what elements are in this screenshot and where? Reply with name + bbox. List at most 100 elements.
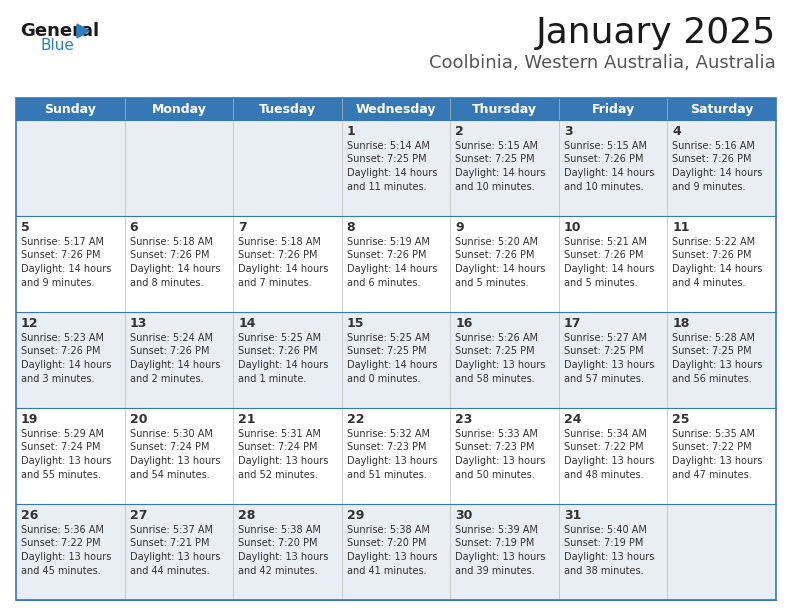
Bar	[341, 408, 451, 504]
Text: Sunset: 7:25 PM: Sunset: 7:25 PM	[455, 346, 535, 357]
Text: Sunrise: 5:27 AM: Sunrise: 5:27 AM	[564, 333, 647, 343]
Text: Sunrise: 5:25 AM: Sunrise: 5:25 AM	[238, 333, 322, 343]
Text: Daylight: 13 hours: Daylight: 13 hours	[672, 360, 763, 370]
Text: Sunset: 7:25 PM: Sunset: 7:25 PM	[564, 346, 643, 357]
Text: and 9 minutes.: and 9 minutes.	[672, 182, 746, 192]
Bar	[341, 120, 451, 216]
Text: Daylight: 13 hours: Daylight: 13 hours	[238, 456, 329, 466]
Text: Daylight: 13 hours: Daylight: 13 hours	[564, 360, 654, 370]
Text: Sunrise: 5:35 AM: Sunrise: 5:35 AM	[672, 429, 756, 439]
Text: Daylight: 14 hours: Daylight: 14 hours	[347, 264, 437, 274]
Text: 25: 25	[672, 413, 690, 426]
Text: and 50 minutes.: and 50 minutes.	[455, 469, 535, 479]
Text: and 41 minutes.: and 41 minutes.	[347, 565, 426, 575]
Text: Sunrise: 5:18 AM: Sunrise: 5:18 AM	[130, 237, 212, 247]
Text: 1: 1	[347, 125, 356, 138]
Text: Daylight: 13 hours: Daylight: 13 hours	[455, 360, 546, 370]
Text: Sunrise: 5:19 AM: Sunrise: 5:19 AM	[347, 237, 429, 247]
Text: Sunrise: 5:16 AM: Sunrise: 5:16 AM	[672, 141, 756, 151]
Text: Daylight: 13 hours: Daylight: 13 hours	[564, 552, 654, 562]
Text: Sunset: 7:25 PM: Sunset: 7:25 PM	[347, 346, 426, 357]
Text: Sunset: 7:26 PM: Sunset: 7:26 PM	[455, 250, 535, 261]
Text: Sunrise: 5:26 AM: Sunrise: 5:26 AM	[455, 333, 539, 343]
Text: Daylight: 14 hours: Daylight: 14 hours	[238, 264, 329, 274]
Text: Friday: Friday	[592, 102, 634, 116]
Text: Daylight: 13 hours: Daylight: 13 hours	[21, 456, 112, 466]
Bar	[124, 504, 233, 600]
Text: 4: 4	[672, 125, 681, 138]
Text: Tuesday: Tuesday	[259, 102, 316, 116]
Text: Sunset: 7:24 PM: Sunset: 7:24 PM	[130, 442, 209, 452]
Text: 16: 16	[455, 317, 473, 330]
Text: Sunset: 7:23 PM: Sunset: 7:23 PM	[455, 442, 535, 452]
Text: Sunset: 7:26 PM: Sunset: 7:26 PM	[564, 250, 643, 261]
Text: Daylight: 14 hours: Daylight: 14 hours	[455, 264, 546, 274]
Text: Sunday: Sunday	[44, 102, 96, 116]
Bar	[559, 98, 668, 120]
Text: and 42 minutes.: and 42 minutes.	[238, 565, 318, 575]
Bar	[451, 504, 559, 600]
Bar	[341, 98, 451, 120]
Text: 23: 23	[455, 413, 473, 426]
Text: Sunset: 7:26 PM: Sunset: 7:26 PM	[238, 346, 318, 357]
Text: Monday: Monday	[151, 102, 206, 116]
Text: Sunset: 7:26 PM: Sunset: 7:26 PM	[672, 250, 752, 261]
Text: Sunrise: 5:38 AM: Sunrise: 5:38 AM	[347, 525, 429, 535]
Text: Sunrise: 5:14 AM: Sunrise: 5:14 AM	[347, 141, 429, 151]
Text: Sunrise: 5:29 AM: Sunrise: 5:29 AM	[21, 429, 104, 439]
Text: Sunrise: 5:15 AM: Sunrise: 5:15 AM	[564, 141, 647, 151]
Text: Wednesday: Wednesday	[356, 102, 436, 116]
Text: Daylight: 14 hours: Daylight: 14 hours	[672, 264, 763, 274]
Bar	[233, 120, 341, 216]
Text: 31: 31	[564, 509, 581, 522]
Text: Sunrise: 5:31 AM: Sunrise: 5:31 AM	[238, 429, 321, 439]
Text: Coolbinia, Western Australia, Australia: Coolbinia, Western Australia, Australia	[429, 54, 776, 72]
Bar	[124, 312, 233, 408]
Bar	[559, 312, 668, 408]
Text: Sunrise: 5:24 AM: Sunrise: 5:24 AM	[130, 333, 212, 343]
Text: Sunrise: 5:39 AM: Sunrise: 5:39 AM	[455, 525, 538, 535]
Bar	[668, 216, 776, 312]
Bar	[451, 120, 559, 216]
Bar	[16, 98, 776, 600]
Text: Daylight: 13 hours: Daylight: 13 hours	[130, 552, 220, 562]
Text: and 10 minutes.: and 10 minutes.	[455, 182, 535, 192]
Text: Sunrise: 5:21 AM: Sunrise: 5:21 AM	[564, 237, 647, 247]
Text: January 2025: January 2025	[535, 16, 776, 50]
Text: Sunrise: 5:28 AM: Sunrise: 5:28 AM	[672, 333, 756, 343]
Bar	[451, 408, 559, 504]
Text: Daylight: 13 hours: Daylight: 13 hours	[672, 456, 763, 466]
Text: and 5 minutes.: and 5 minutes.	[564, 277, 638, 288]
Bar	[124, 98, 233, 120]
Text: and 4 minutes.: and 4 minutes.	[672, 277, 746, 288]
Text: Sunrise: 5:33 AM: Sunrise: 5:33 AM	[455, 429, 538, 439]
Text: 22: 22	[347, 413, 364, 426]
Text: 19: 19	[21, 413, 38, 426]
Text: Sunset: 7:25 PM: Sunset: 7:25 PM	[347, 154, 426, 165]
Text: Sunset: 7:26 PM: Sunset: 7:26 PM	[130, 346, 209, 357]
Bar	[668, 408, 776, 504]
Text: and 52 minutes.: and 52 minutes.	[238, 469, 318, 479]
Text: Sunset: 7:26 PM: Sunset: 7:26 PM	[347, 250, 426, 261]
Text: and 7 minutes.: and 7 minutes.	[238, 277, 312, 288]
Bar	[451, 216, 559, 312]
Text: 3: 3	[564, 125, 573, 138]
Text: Sunrise: 5:37 AM: Sunrise: 5:37 AM	[130, 525, 212, 535]
Text: and 39 minutes.: and 39 minutes.	[455, 565, 535, 575]
Text: Daylight: 14 hours: Daylight: 14 hours	[672, 168, 763, 178]
Bar	[668, 504, 776, 600]
Bar	[233, 408, 341, 504]
Text: Sunrise: 5:18 AM: Sunrise: 5:18 AM	[238, 237, 321, 247]
Text: and 2 minutes.: and 2 minutes.	[130, 373, 204, 384]
Text: 6: 6	[130, 221, 138, 234]
Text: 13: 13	[130, 317, 147, 330]
Text: Sunrise: 5:22 AM: Sunrise: 5:22 AM	[672, 237, 756, 247]
Text: Daylight: 14 hours: Daylight: 14 hours	[564, 264, 654, 274]
Text: and 45 minutes.: and 45 minutes.	[21, 565, 101, 575]
Text: Daylight: 13 hours: Daylight: 13 hours	[455, 552, 546, 562]
Text: Daylight: 14 hours: Daylight: 14 hours	[21, 360, 112, 370]
Text: 17: 17	[564, 317, 581, 330]
Text: Sunset: 7:19 PM: Sunset: 7:19 PM	[564, 539, 643, 548]
Text: 8: 8	[347, 221, 356, 234]
Bar	[668, 312, 776, 408]
